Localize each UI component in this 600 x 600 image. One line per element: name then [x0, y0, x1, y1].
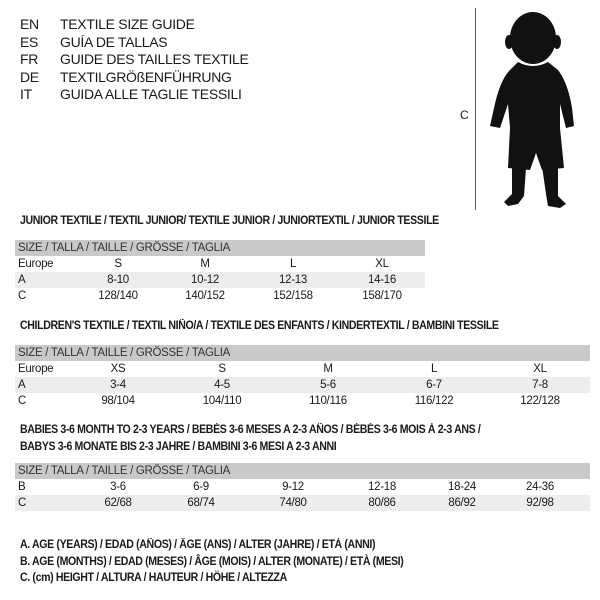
table-row: Europe XS S M L XL	[15, 361, 590, 377]
height-label: C	[460, 108, 469, 122]
children-size-table: SIZE / TALLA / TAILLE / GRÖSSE / TAGLIA E…	[15, 345, 590, 409]
table-header: SIZE / TALLA / TAILLE / GRÖSSE / TAGLIA	[15, 345, 590, 361]
row-label: B	[18, 481, 26, 493]
table-row: A 8-10 10-12 12-13 14-16	[15, 272, 425, 288]
table-header: SIZE / TALLA / TAILLE / GRÖSSE / TAGLIA	[15, 240, 425, 256]
row-label: C	[18, 290, 27, 302]
table-cell: 152/158	[273, 290, 313, 302]
table-cell: 158/170	[362, 290, 402, 302]
table-cell: 9-12	[282, 481, 304, 493]
table-cell: 4-5	[214, 379, 230, 391]
table-row: C 128/140 140/152 152/158 158/170	[15, 288, 425, 304]
table-cell: 86/92	[448, 497, 476, 509]
language-title-row: EN TEXTILE SIZE GUIDE	[20, 16, 195, 33]
table-cell: XL	[375, 258, 389, 270]
table-header: SIZE / TALLA / TAILLE / GRÖSSE / TAGLIA	[15, 463, 590, 479]
language-title: GUIDA ALLE TAGLIE TESSILI	[60, 86, 242, 102]
table-cell: 3-4	[110, 379, 126, 391]
table-cell: 140/152	[185, 290, 225, 302]
table-cell: M	[323, 363, 333, 375]
babies-title-line1: BABIES 3-6 MONTH TO 2-3 YEARS / BEBÉS 3-…	[20, 424, 481, 436]
language-title-row: ES GUÍA DE TALLAS	[20, 33, 168, 51]
table-cell: 14-16	[368, 274, 396, 286]
child-silhouette-icon	[490, 12, 574, 208]
table-cell: 3-6	[110, 481, 126, 493]
row-label: A	[18, 379, 26, 391]
table-cell: S	[114, 258, 122, 270]
language-code: DE	[20, 68, 39, 85]
table-cell: 18-24	[448, 481, 476, 493]
table-cell: 74/80	[279, 497, 307, 509]
row-label: Europe	[18, 258, 54, 270]
language-title: TEXTILE SIZE GUIDE	[60, 16, 195, 32]
table-cell: 7-8	[532, 379, 548, 391]
table-row: C 62/68 68/74 74/80 80/86 86/92 92/98	[15, 495, 590, 511]
table-cell: L	[289, 258, 297, 270]
junior-size-table: SIZE / TALLA / TAILLE / GRÖSSE / TAGLIA E…	[15, 240, 425, 304]
legend-c: C. (cm) HEIGHT / ALTURA / HAUTEUR / HÖHE…	[20, 572, 287, 584]
table-cell: 104/110	[202, 395, 242, 407]
table-cell: 98/104	[101, 395, 135, 407]
language-title: GUIDE DES TAILLES TEXTILE	[60, 51, 249, 67]
table-cell: 80/86	[368, 497, 396, 509]
table-cell: 68/74	[187, 497, 215, 509]
row-label: Europe	[18, 363, 54, 375]
table-row: C 98/104 104/110 110/116 116/122 122/128	[15, 393, 590, 409]
table-cell: 128/140	[98, 290, 138, 302]
table-cell: M	[200, 258, 210, 270]
table-cell: 12-13	[279, 274, 307, 286]
junior-title: JUNIOR TEXTILE / TEXTIL JUNIOR/ TEXTILE …	[20, 215, 439, 227]
table-cell: XL	[533, 363, 547, 375]
table-cell: 12-18	[368, 481, 396, 493]
table-cell: 24-36	[526, 481, 554, 493]
table-cell: 6-9	[193, 481, 209, 493]
table-cell: 92/98	[526, 497, 554, 509]
children-title: CHILDREN'S TEXTILE / TEXTIL NIÑO/A / TEX…	[20, 320, 499, 332]
table-cell: 62/68	[104, 497, 132, 509]
language-code: EN	[20, 16, 39, 32]
language-title-row: FR GUIDE DES TAILLES TEXTILE	[20, 51, 249, 68]
language-code: ES	[20, 33, 39, 50]
table-cell: 110/116	[309, 395, 347, 407]
language-title: GUÍA DE TALLAS	[60, 33, 168, 50]
table-cell: 5-6	[320, 379, 336, 391]
table-cell: 122/128	[520, 395, 560, 407]
row-label: C	[18, 395, 27, 407]
legend-a: A. AGE (YEARS) / EDAD (AÑOS) / ÂGE (ANS)…	[20, 539, 376, 551]
table-cell: 10-12	[191, 274, 219, 286]
row-label: C	[18, 497, 27, 509]
table-cell: L	[430, 363, 438, 375]
table-row: A 3-4 4-5 5-6 6-7 7-8	[15, 377, 590, 393]
table-cell: 6-7	[426, 379, 442, 391]
table-cell: S	[218, 363, 226, 375]
language-title-row: IT GUIDA ALLE TAGLIE TESSILI	[20, 86, 242, 103]
language-title: TEXTILGRÖßENFÜHRUNG	[60, 68, 232, 85]
table-row: B 3-6 6-9 9-12 12-18 18-24 24-36	[15, 479, 590, 495]
language-code: IT	[20, 86, 32, 102]
babies-size-table: SIZE / TALLA / TAILLE / GRÖSSE / TAGLIA B…	[15, 463, 590, 511]
table-cell: XS	[110, 363, 126, 375]
table-cell: 116/122	[414, 395, 454, 407]
table-cell: 8-10	[107, 274, 129, 286]
height-line	[475, 8, 476, 210]
table-row: Europe S M L XL	[15, 256, 425, 272]
legend-b: B. AGE (MONTHS) / EDAD (MESES) / ÂGE (MO…	[20, 555, 404, 568]
language-code: FR	[20, 51, 39, 67]
babies-title-line2: BABYS 3-6 MONATE BIS 2-3 JAHRE / BAMBINI…	[20, 441, 337, 453]
language-title-row: DE TEXTILGRÖßENFÜHRUNG	[20, 69, 232, 86]
legend: A. AGE (YEARS) / EDAD (AÑOS) / ÂGE (ANS)…	[20, 537, 404, 587]
row-label: A	[18, 274, 26, 286]
